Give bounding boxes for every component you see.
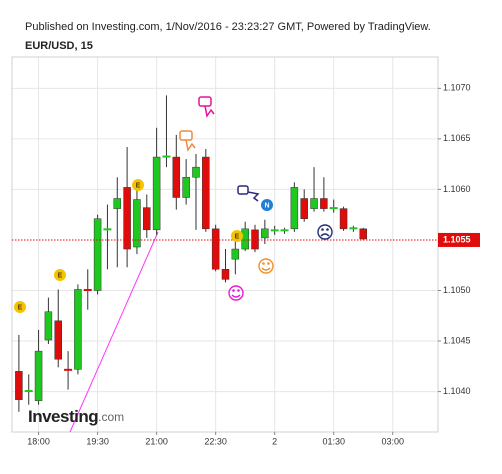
smiley-icon [258,258,274,274]
candle-body [300,198,308,219]
candle-body [261,228,269,239]
candle-body [339,208,348,230]
event-marker [132,179,144,191]
frown-icon [317,224,333,240]
candle-body [349,227,358,230]
y-tick-label: 1.1040 [443,386,471,396]
smiley-icon [228,285,244,301]
candle-body [310,198,318,209]
y-tick-label: 1.1060 [443,184,471,194]
event-label: E [18,304,23,311]
event-label: E [235,233,240,240]
event-marker [231,230,243,242]
x-tick-label: 2 [272,436,277,446]
event-marker [14,301,26,313]
candle-body [44,311,53,341]
x-tick-label: 21:00 [145,436,168,446]
x-tick-label: 22:30 [204,436,227,446]
candle-body [74,289,82,370]
x-tick-label: 18:00 [27,436,50,446]
candle-body [231,248,240,260]
candle-body [143,207,151,231]
candle-body [83,288,92,291]
candle-body [221,269,230,280]
last-price-box [438,232,480,247]
logo-suffix: .com [98,410,124,424]
chart-title: EUR/USD, 15 [25,40,93,52]
candle-body [133,199,141,248]
event-marker [261,199,273,211]
header: Published on Investing.com, 1/Nov/2016 -… [25,21,431,33]
logo-brand: Investing [28,407,98,426]
grid-layer [12,57,438,432]
candle-body [64,368,73,371]
candle-body [15,371,23,400]
candle-body [182,177,190,198]
candle-body [113,198,122,209]
candle-body [241,228,249,250]
hand-icon [198,96,215,118]
x-tick-label: 03:00 [381,436,404,446]
candle-body [34,350,43,401]
logo: Investing.com [28,407,124,426]
event-label: E [58,272,63,279]
candle-body [329,207,338,210]
candle-body [251,229,259,250]
candle-body [152,156,161,231]
event-label: N [264,202,269,209]
candle-body [320,198,328,209]
candle-body [359,228,367,240]
last-price-label: 1.1055 [443,234,471,244]
y-tick-label: 1.1045 [443,335,471,345]
candle-body [103,228,112,231]
candle-body [93,218,102,291]
y-tick-label: 1.1065 [443,133,471,143]
candle-body [270,229,279,232]
candle-body [123,187,131,250]
candle-body [202,156,210,230]
candle-body [280,229,289,232]
hand-icon [179,130,196,152]
x-tick-label: 19:30 [86,436,109,446]
event-label: E [136,182,141,189]
candle-body [211,228,220,270]
x-tick-label: 01:30 [322,436,345,446]
event-marker [54,269,66,281]
candle-body [24,390,33,393]
y-tick-label: 1.1050 [443,285,471,295]
hand-icon [237,185,260,202]
candle-body [172,156,181,198]
frame [11,56,439,433]
candle-body [162,155,171,158]
trend-line [69,231,159,433]
candle-body [290,187,299,230]
candle-body [192,166,200,178]
y-tick-label: 1.1070 [443,83,471,93]
candle-body [54,320,62,360]
